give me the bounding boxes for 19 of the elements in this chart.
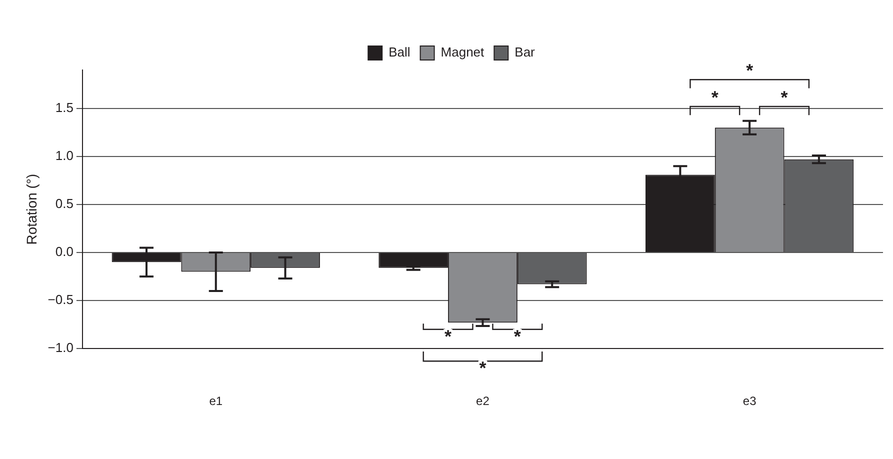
annotation: * [780,88,788,108]
y-tick-label: 1.5 [55,100,74,116]
text: * [479,358,486,378]
y-tick-label: 1.0 [55,148,74,164]
x-tick-label: e3 [742,394,757,408]
annotation: * [444,326,452,346]
annotation: * [514,326,521,346]
y-tick-label: −0.5 [48,292,74,308]
annotation: * [711,88,718,108]
legend-label: Bar [514,44,536,60]
y-tick-label: 0.5 [55,196,74,212]
annotation: * [746,60,754,81]
y-axis-title: Rotation (°) [23,174,40,245]
y-tick-label: 0.0 [55,244,74,260]
legend-label: Ball [388,44,410,60]
x-tick-label: e1 [209,394,223,408]
x-tick-label: e2 [476,394,490,408]
legend-label: Magnet [440,44,485,60]
y-tick-label: −1.0 [48,340,74,356]
